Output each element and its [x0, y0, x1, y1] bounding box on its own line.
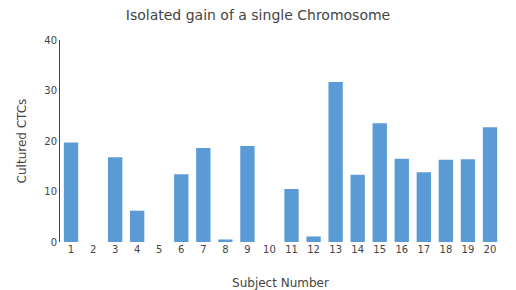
- svg-text:Cultured CTCs: Cultured CTCs: [15, 99, 29, 184]
- svg-text:20: 20: [44, 136, 57, 147]
- svg-text:30: 30: [44, 85, 57, 96]
- svg-text:Isolated gain of a single Chro: Isolated gain of a single Chromosome: [126, 7, 390, 23]
- svg-text:6: 6: [178, 244, 184, 255]
- svg-text:18: 18: [440, 244, 453, 255]
- svg-text:0: 0: [51, 237, 57, 248]
- svg-text:14: 14: [351, 244, 364, 255]
- svg-text:12: 12: [307, 244, 320, 255]
- svg-text:7: 7: [200, 244, 206, 255]
- svg-text:20: 20: [484, 244, 497, 255]
- svg-text:1: 1: [68, 244, 74, 255]
- svg-text:19: 19: [462, 244, 475, 255]
- svg-text:10: 10: [44, 186, 57, 197]
- svg-text:10: 10: [263, 244, 276, 255]
- svg-text:3: 3: [112, 244, 118, 255]
- svg-text:5: 5: [156, 244, 162, 255]
- svg-text:8: 8: [222, 244, 228, 255]
- svg-text:9: 9: [244, 244, 250, 255]
- svg-text:11: 11: [285, 244, 298, 255]
- svg-text:2: 2: [90, 244, 96, 255]
- svg-text:40: 40: [44, 35, 57, 46]
- svg-text:15: 15: [373, 244, 386, 255]
- svg-text:13: 13: [329, 244, 342, 255]
- svg-text:4: 4: [134, 244, 140, 255]
- svg-text:17: 17: [417, 244, 430, 255]
- svg-text:Subject Number: Subject Number: [232, 276, 329, 290]
- svg-text:16: 16: [395, 244, 408, 255]
